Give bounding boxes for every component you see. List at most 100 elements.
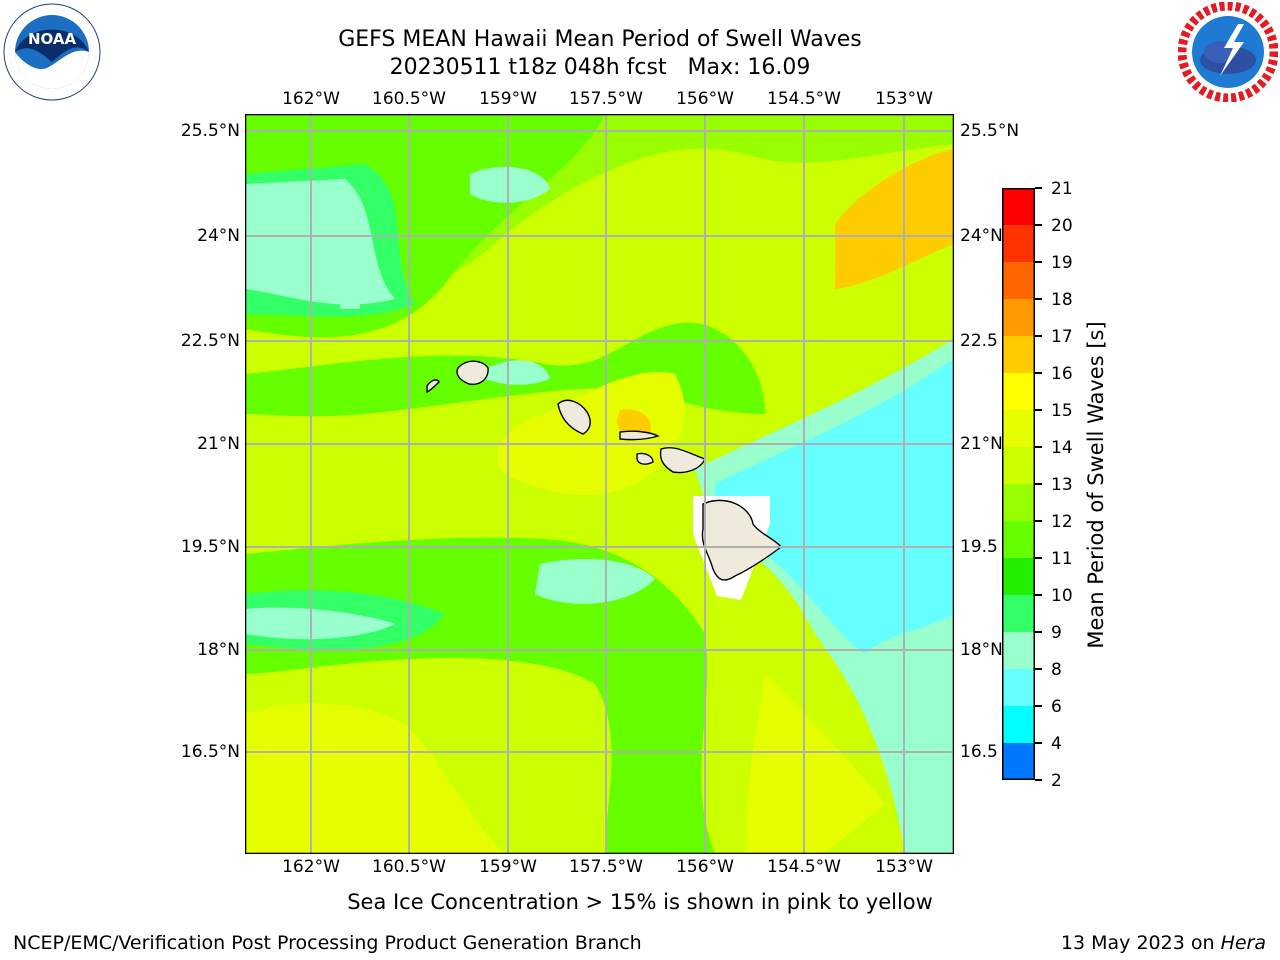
chart-subtitle: 20230511 t18z 048h fcst Max: 16.09	[389, 55, 811, 80]
colorbar-tick-mark	[1035, 446, 1042, 448]
field-cell-north-light	[470, 166, 550, 203]
colorbar-tick-mark	[1035, 483, 1042, 485]
lon-label: 154.5°W	[767, 857, 841, 877]
field-cell-nw-light	[245, 179, 395, 305]
lon-label: 159°W	[479, 857, 537, 877]
colorbar-tick-label: 15	[1051, 401, 1073, 421]
lat-label: 25.5°N	[180, 121, 240, 141]
colorbar-tick-mark	[1035, 520, 1042, 522]
lat-label: 19.5	[960, 537, 998, 557]
colorbar-tick-label: 8	[1051, 660, 1062, 680]
colorbar-tick-mark	[1035, 779, 1042, 781]
colorbar-label: Mean Period of Swell Waves [s]	[1084, 321, 1108, 649]
field-cell-ne-orange	[835, 149, 954, 289]
field-cell-small	[340, 289, 360, 309]
colorbar-tick-label: 18	[1051, 290, 1073, 310]
lon-label: 157.5°W	[569, 857, 643, 877]
island-molokai	[619, 430, 660, 441]
colorbar-tick-mark	[1035, 742, 1042, 744]
lat-label: 19.5°N	[180, 537, 240, 557]
noaa-logo-text: NOAA	[28, 30, 77, 48]
field-cell-south-light	[535, 559, 655, 604]
lat-label: 18°N	[197, 640, 240, 660]
colorbar-swatch	[1002, 447, 1035, 485]
lon-label: 154.5°W	[767, 89, 841, 109]
colorbar-tick-mark	[1035, 224, 1042, 226]
lat-label: 16.5	[960, 742, 998, 762]
colorbar-swatch	[1002, 373, 1035, 411]
colorbar-swatch	[1002, 262, 1035, 300]
colorbar-tick-label: 16	[1051, 364, 1073, 384]
colorbar-tick-label: 6	[1051, 697, 1062, 717]
island-lanai	[636, 452, 654, 465]
field-core-orange	[616, 409, 651, 435]
nws-logo	[1177, 1, 1279, 103]
colorbar-tick-label: 12	[1051, 512, 1073, 532]
footer-date-text: 13 May 2023 on	[1060, 932, 1221, 954]
colorbar-tick-label: 10	[1051, 586, 1073, 606]
field-cell-se-light	[875, 662, 954, 704]
colorbar-swatch	[1002, 484, 1035, 522]
colorbar-tick-label: 20	[1051, 216, 1073, 236]
colorbar-tick-label: 14	[1051, 438, 1073, 458]
lon-label: 162°W	[282, 857, 340, 877]
island-kauai	[456, 360, 489, 385]
colorbar-tick-mark	[1035, 631, 1042, 633]
sea-ice-note: Sea Ice Concentration > 15% is shown in …	[347, 890, 933, 914]
colorbar-tick-mark	[1035, 668, 1042, 670]
lat-label: 18°N	[960, 640, 1003, 660]
field-se-yellow	[745, 674, 885, 854]
island-big-island	[701, 499, 782, 581]
colorbar-tick-label: 9	[1051, 623, 1062, 643]
colorbar-swatch	[1002, 706, 1035, 744]
lat-label: 21°N	[197, 434, 240, 454]
graticule	[245, 114, 954, 854]
island-maui	[659, 447, 706, 474]
colorbar-swatch	[1002, 521, 1035, 559]
island-niihau	[426, 379, 440, 394]
lon-label: 153°W	[875, 89, 933, 109]
colorbar-tick-mark	[1035, 298, 1042, 300]
lat-label: 25.5°N	[960, 121, 1020, 141]
lat-label: 24°N	[960, 226, 1003, 246]
footer-date: 13 May 2023 on Hera	[1061, 932, 1266, 954]
colorbar-swatch	[1002, 669, 1035, 707]
colorbar-swatch	[1002, 558, 1035, 596]
lat-label: 24°N	[197, 226, 240, 246]
colorbar-swatch	[1002, 299, 1035, 337]
lon-label: 160.5°W	[372, 857, 446, 877]
colorbar-tick-mark	[1035, 409, 1042, 411]
lat-label: 22.5	[960, 331, 998, 351]
footer-machine: Hera	[1220, 932, 1266, 954]
lon-label: 156°W	[676, 89, 734, 109]
colorbar-tick-label: 4	[1051, 734, 1062, 754]
colorbar-frame	[1002, 188, 1035, 780]
colorbar-tick-mark	[1035, 261, 1042, 263]
colorbar-tick-mark	[1035, 335, 1042, 337]
colorbar-tick-label: 19	[1051, 253, 1073, 273]
colorbar-swatch	[1002, 595, 1035, 633]
colorbar-swatch	[1002, 743, 1035, 780]
lon-label: 162°W	[282, 89, 340, 109]
colorbar-tick-mark	[1035, 372, 1042, 374]
noaa-logo: NOAA	[2, 2, 102, 102]
field-east-cyan	[715, 359, 954, 654]
field-core-yellow	[497, 372, 685, 495]
colorbar-swatch	[1002, 225, 1035, 263]
colorbar-tick-mark	[1035, 557, 1042, 559]
lon-label: 159°W	[479, 89, 537, 109]
chart-title: GEFS MEAN Hawaii Mean Period of Swell Wa…	[338, 27, 862, 52]
colorbar-swatch	[1002, 336, 1035, 374]
colorbar-tick-mark	[1035, 594, 1042, 596]
colorbar-swatch	[1002, 632, 1035, 670]
colorbar	[1002, 188, 1035, 780]
colorbar-tick-label: 11	[1051, 549, 1073, 569]
map-frame	[245, 114, 954, 854]
lat-label: 21°N	[960, 434, 1003, 454]
lat-label: 16.5°N	[180, 742, 240, 762]
island-oahu	[557, 399, 591, 435]
footer-credit: NCEP/EMC/Verification Post Processing Pr…	[13, 932, 642, 954]
field-cell-kauai-channel	[485, 360, 550, 385]
colorbar-tick-label: 2	[1051, 771, 1062, 791]
colorbar-swatch	[1002, 410, 1035, 448]
